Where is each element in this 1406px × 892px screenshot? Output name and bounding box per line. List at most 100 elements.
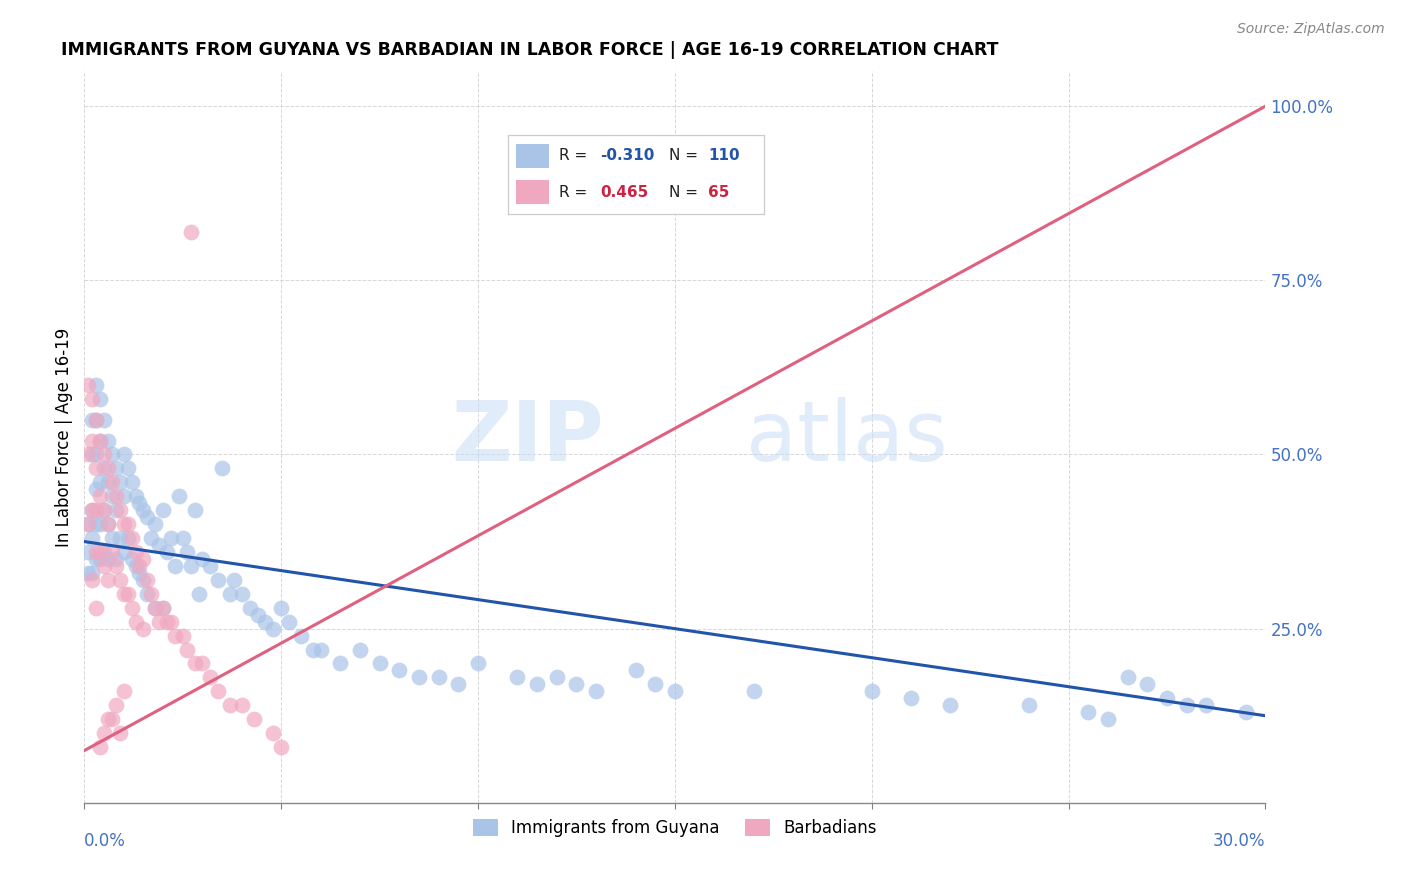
Point bbox=[1077, 705, 1099, 719]
Point bbox=[117, 531, 139, 545]
Point bbox=[104, 552, 127, 566]
Point bbox=[447, 677, 470, 691]
Point bbox=[117, 587, 139, 601]
Point bbox=[117, 517, 139, 532]
Point bbox=[128, 496, 150, 510]
Text: R =: R = bbox=[560, 148, 592, 163]
Point bbox=[89, 740, 111, 755]
Point bbox=[89, 392, 111, 406]
Point bbox=[1097, 712, 1119, 726]
Point bbox=[112, 587, 135, 601]
Point bbox=[108, 531, 131, 545]
Y-axis label: In Labor Force | Age 16-19: In Labor Force | Age 16-19 bbox=[55, 327, 73, 547]
Point bbox=[408, 670, 430, 684]
Text: 65: 65 bbox=[707, 185, 730, 200]
Point bbox=[152, 600, 174, 615]
Point bbox=[112, 448, 135, 462]
Point bbox=[172, 531, 194, 545]
Point bbox=[84, 517, 107, 532]
Point bbox=[183, 657, 205, 671]
Point bbox=[77, 448, 100, 462]
Point bbox=[97, 517, 120, 532]
Point bbox=[112, 684, 135, 698]
Text: atlas: atlas bbox=[745, 397, 948, 477]
Point bbox=[136, 573, 159, 587]
Point bbox=[156, 615, 179, 629]
Point bbox=[163, 558, 186, 573]
Point bbox=[77, 545, 100, 559]
Point bbox=[1136, 677, 1159, 691]
Point bbox=[101, 545, 124, 559]
Point bbox=[239, 600, 262, 615]
Point bbox=[585, 684, 607, 698]
Point bbox=[664, 684, 686, 698]
Point bbox=[1018, 698, 1040, 713]
Point bbox=[89, 552, 111, 566]
Point bbox=[1175, 698, 1198, 713]
Text: ZIP: ZIP bbox=[451, 397, 605, 477]
Text: 110: 110 bbox=[707, 148, 740, 163]
Point bbox=[132, 622, 155, 636]
Point bbox=[89, 517, 111, 532]
Legend: Immigrants from Guyana, Barbadians: Immigrants from Guyana, Barbadians bbox=[465, 811, 884, 846]
Point bbox=[93, 503, 115, 517]
Point bbox=[124, 545, 146, 559]
Point bbox=[101, 448, 124, 462]
Point bbox=[349, 642, 371, 657]
Point bbox=[262, 622, 284, 636]
Point bbox=[82, 434, 104, 448]
Point bbox=[183, 503, 205, 517]
Point bbox=[152, 503, 174, 517]
Point bbox=[82, 412, 104, 426]
Text: -0.310: -0.310 bbox=[600, 148, 655, 163]
Point bbox=[104, 461, 127, 475]
Point bbox=[231, 698, 253, 713]
Point bbox=[152, 600, 174, 615]
Point bbox=[191, 657, 214, 671]
Point bbox=[939, 698, 962, 713]
Point bbox=[84, 552, 107, 566]
Point bbox=[143, 600, 166, 615]
Point bbox=[104, 503, 127, 517]
Point bbox=[89, 434, 111, 448]
Point bbox=[860, 684, 883, 698]
Point bbox=[143, 600, 166, 615]
Point bbox=[467, 657, 489, 671]
Point bbox=[101, 531, 124, 545]
Point bbox=[246, 607, 269, 622]
Point bbox=[84, 600, 107, 615]
Point bbox=[167, 489, 190, 503]
Point bbox=[136, 510, 159, 524]
Point bbox=[156, 545, 179, 559]
Point bbox=[624, 664, 647, 678]
Point bbox=[329, 657, 352, 671]
Point bbox=[219, 698, 242, 713]
Point bbox=[82, 566, 104, 580]
Point bbox=[104, 489, 127, 503]
Point bbox=[84, 377, 107, 392]
Point bbox=[84, 483, 107, 497]
Point bbox=[900, 691, 922, 706]
Point bbox=[108, 726, 131, 740]
Point bbox=[207, 573, 229, 587]
Point bbox=[172, 629, 194, 643]
Point bbox=[108, 503, 131, 517]
Text: 0.0%: 0.0% bbox=[84, 832, 127, 850]
Point bbox=[97, 552, 120, 566]
Point bbox=[97, 517, 120, 532]
Point bbox=[187, 587, 209, 601]
Point bbox=[121, 600, 143, 615]
Point bbox=[742, 684, 765, 698]
Point bbox=[124, 489, 146, 503]
Point bbox=[231, 587, 253, 601]
Point bbox=[191, 552, 214, 566]
Point bbox=[112, 489, 135, 503]
Point bbox=[148, 538, 170, 552]
Point bbox=[219, 587, 242, 601]
Point bbox=[104, 558, 127, 573]
Point bbox=[93, 545, 115, 559]
Point bbox=[117, 461, 139, 475]
Point bbox=[97, 434, 120, 448]
Point bbox=[211, 461, 233, 475]
Point bbox=[93, 448, 115, 462]
